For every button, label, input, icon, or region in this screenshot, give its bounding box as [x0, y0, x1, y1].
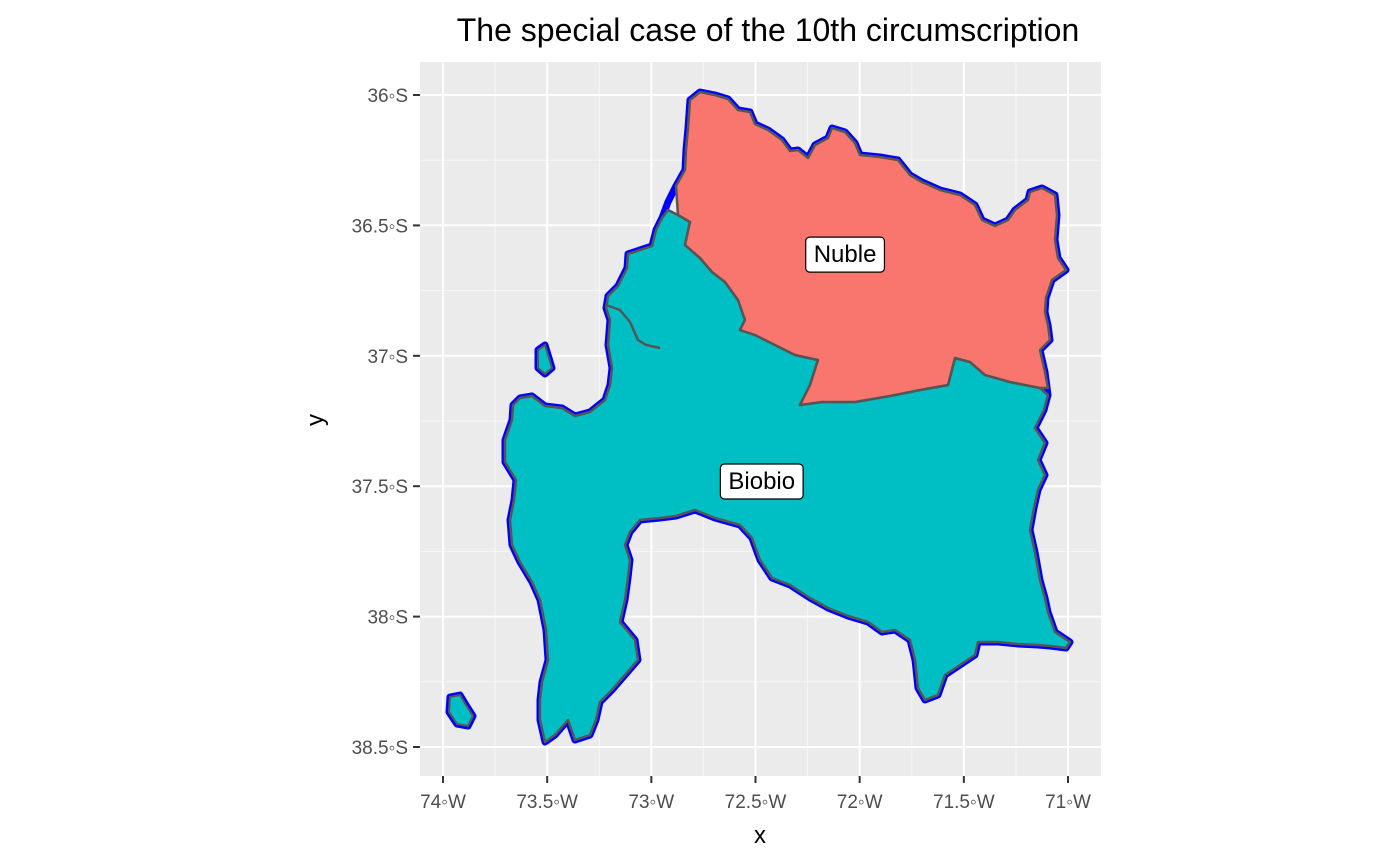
x-tick-label: 73◦W: [628, 792, 674, 813]
x-tick-label: 71◦W: [1045, 792, 1091, 813]
y-tick-label: 38.5◦S: [352, 738, 408, 759]
map-title: The special case of the 10th circumscrip…: [457, 12, 1080, 48]
region-label-nuble: Nuble: [805, 236, 886, 273]
x-tick-label: 72.5◦W: [725, 792, 787, 813]
region-label-box: [805, 236, 886, 273]
y-tick-label: 37◦S: [367, 347, 408, 368]
axes: 74◦W 73.5◦W 73◦W 72.5◦W 72◦W 71.5◦W 71◦W 36◦S 36…: [352, 86, 1091, 813]
region-label-biobio: Biobio: [719, 463, 804, 500]
island-mocha: [447, 693, 475, 728]
region-label-text: Biobio: [728, 468, 795, 495]
x-tick-label: 71.5◦W: [933, 792, 995, 813]
y-tick-label: 36.5◦S: [352, 216, 408, 237]
x-axis-title: x: [754, 822, 766, 849]
bay-inlet-line: [605, 303, 661, 350]
y-tick-label: 38◦S: [367, 608, 408, 629]
x-tick-label: 74◦W: [420, 792, 466, 813]
x-tick-label: 72◦W: [837, 792, 883, 813]
region-label-box: [719, 463, 804, 500]
island-santa-maria: [537, 343, 554, 376]
y-tick-label: 36◦S: [367, 86, 408, 107]
y-tick-label: 37.5◦S: [352, 477, 408, 498]
region-labels: Nuble Biobio: [719, 236, 886, 500]
y-axis-title: y: [302, 414, 329, 426]
region-label-text: Nuble: [814, 241, 877, 268]
x-tick-label: 73.5◦W: [516, 792, 578, 813]
